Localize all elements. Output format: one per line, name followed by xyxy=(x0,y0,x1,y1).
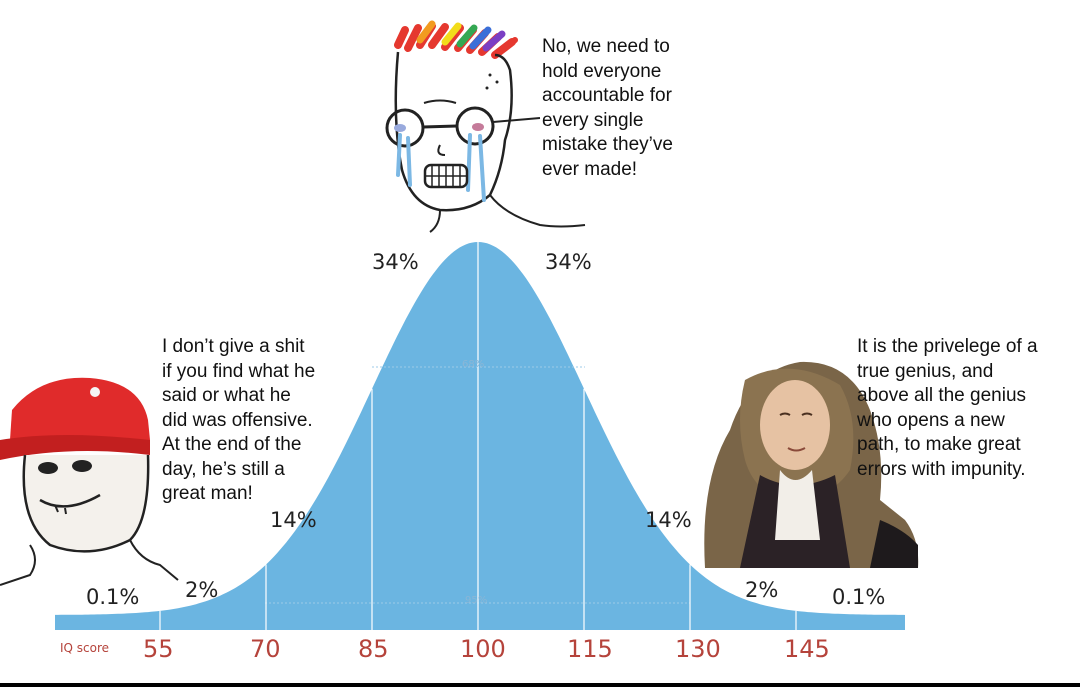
x-tick-label: 115 xyxy=(567,635,613,663)
region-percent-label: 0.1% xyxy=(832,585,886,609)
x-tick-label: 130 xyxy=(675,635,721,663)
wigged-portrait-icon xyxy=(700,360,922,568)
x-tick-label: 70 xyxy=(250,635,281,663)
caption-left: I don’t give a shit if you find what he … xyxy=(162,336,316,504)
bottom-border xyxy=(0,683,1080,687)
bell-curve xyxy=(55,242,905,630)
caption-right: It is the privelege of a true genius, an… xyxy=(857,336,1038,480)
region-percent-label: 14% xyxy=(270,508,317,532)
caption-top: No, we need to hold everyone accountable… xyxy=(542,36,673,180)
region-percent-label: 2% xyxy=(745,578,779,602)
region-percent-label: 34% xyxy=(372,250,419,274)
x-axis-title: IQ score xyxy=(60,641,110,655)
red-cap-wojak-icon xyxy=(0,377,179,586)
bell-curve-area xyxy=(55,242,905,615)
region-percent-label: 2% xyxy=(185,578,219,602)
curve-baseline-band xyxy=(55,615,905,630)
x-tick-label: 55 xyxy=(143,635,174,663)
inner-percent-label: 68% xyxy=(462,359,485,370)
sd-lines xyxy=(159,242,797,630)
region-percent-label: 0.1% xyxy=(86,585,140,609)
inner-percent-label: 95% xyxy=(465,595,488,606)
crying-soyjak-icon xyxy=(385,20,586,233)
x-tick-label: 85 xyxy=(358,635,389,663)
x-tick-label: 100 xyxy=(460,635,506,663)
x-tick-label: 145 xyxy=(784,635,830,663)
region-percent-label: 14% xyxy=(645,508,692,532)
region-percent-label: 34% xyxy=(545,250,592,274)
